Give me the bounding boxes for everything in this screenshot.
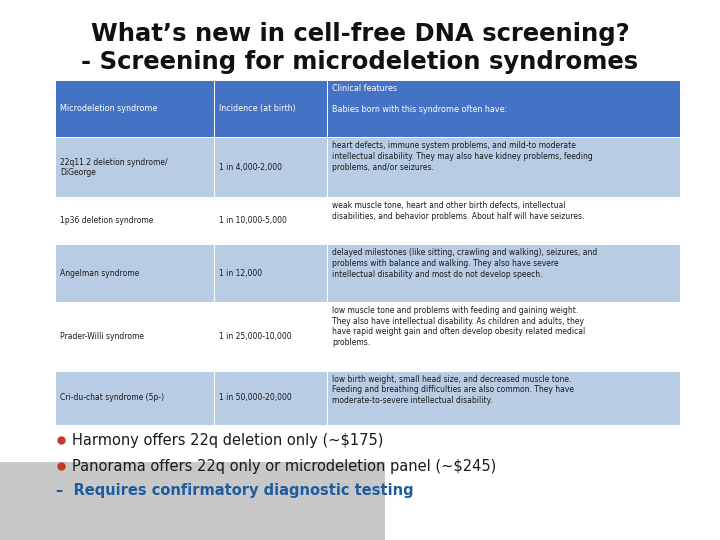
Bar xyxy=(327,198,680,245)
Text: heart defects, immune system problems, and mild-to moderate
intellectual disabil: heart defects, immune system problems, a… xyxy=(332,141,593,172)
Bar xyxy=(55,302,215,370)
Text: weak muscle tone, heart and other birth defects, intellectual
disabilities, and : weak muscle tone, heart and other birth … xyxy=(332,201,584,221)
Text: low birth weight, small head size, and decreased muscle tone.
Feeding and breath: low birth weight, small head size, and d… xyxy=(332,375,574,405)
Text: Cri-du-chat syndrome (5p-): Cri-du-chat syndrome (5p-) xyxy=(60,393,164,402)
Text: 1 in 25,000-10,000: 1 in 25,000-10,000 xyxy=(220,332,292,341)
Text: Prader-Willi syndrome: Prader-Willi syndrome xyxy=(60,332,144,341)
Text: Angelman syndrome: Angelman syndrome xyxy=(60,268,139,278)
Text: What’s new in cell-free DNA screening?: What’s new in cell-free DNA screening? xyxy=(91,22,629,46)
Text: Clinical features

Babies born with this syndrome often have:: Clinical features Babies born with this … xyxy=(332,84,507,114)
Bar xyxy=(55,370,215,425)
Bar xyxy=(0,462,385,540)
Text: –  Requires confirmatory diagnostic testing: – Requires confirmatory diagnostic testi… xyxy=(56,483,413,497)
Bar xyxy=(55,137,215,198)
Bar xyxy=(215,245,327,302)
Bar xyxy=(55,198,215,245)
Text: 1p36 deletion syndrome: 1p36 deletion syndrome xyxy=(60,217,153,226)
Text: 1 in 50,000-20,000: 1 in 50,000-20,000 xyxy=(220,393,292,402)
Text: 1 in 12,000: 1 in 12,000 xyxy=(220,268,263,278)
Bar xyxy=(215,80,327,137)
Text: - Screening for microdeletion syndromes: - Screening for microdeletion syndromes xyxy=(81,50,639,74)
Text: 1 in 4,000-2,000: 1 in 4,000-2,000 xyxy=(220,163,282,172)
Bar xyxy=(215,137,327,198)
Text: 1 in 10,000-5,000: 1 in 10,000-5,000 xyxy=(220,217,287,226)
Bar xyxy=(327,80,680,137)
Text: Incidence (at birth): Incidence (at birth) xyxy=(220,104,296,113)
Text: low muscle tone and problems with feeding and gaining weight.
They also have int: low muscle tone and problems with feedin… xyxy=(332,306,585,347)
Bar xyxy=(215,302,327,370)
Text: Panorama offers 22q only or microdeletion panel (~$245): Panorama offers 22q only or microdeletio… xyxy=(72,458,496,474)
Bar xyxy=(215,198,327,245)
Bar xyxy=(327,302,680,370)
Bar xyxy=(55,245,215,302)
Bar xyxy=(327,137,680,198)
Bar xyxy=(55,80,215,137)
Bar xyxy=(327,245,680,302)
Text: 22q11.2 deletion syndrome/
DiGeorge: 22q11.2 deletion syndrome/ DiGeorge xyxy=(60,158,168,177)
Bar xyxy=(327,370,680,425)
Text: delayed milestones (like sitting, crawling and walking), seizures, and
problems : delayed milestones (like sitting, crawli… xyxy=(332,248,597,279)
Text: Harmony offers 22q deletion only (~$175): Harmony offers 22q deletion only (~$175) xyxy=(72,433,383,448)
Bar xyxy=(215,370,327,425)
Text: Microdeletion syndrome: Microdeletion syndrome xyxy=(60,104,158,113)
